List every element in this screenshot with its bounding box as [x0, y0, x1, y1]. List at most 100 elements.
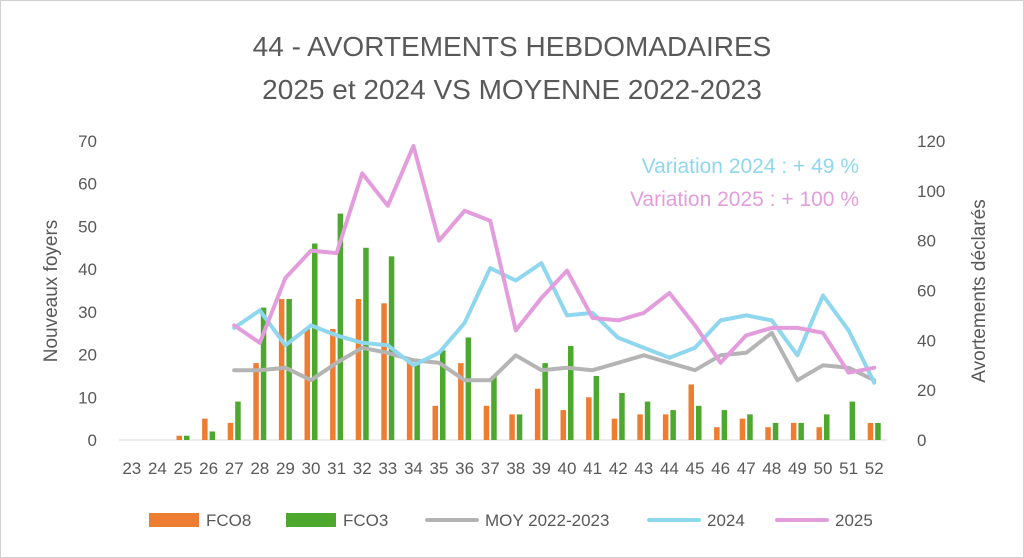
bar-fco3 — [696, 405, 702, 440]
x-tick-label: 37 — [481, 459, 500, 478]
x-tick-label: 32 — [353, 459, 372, 478]
bar-fco8 — [586, 397, 592, 440]
x-tick-label: 41 — [583, 459, 602, 478]
bar-fco3 — [312, 243, 318, 440]
left-tick-label: 40 — [78, 260, 97, 279]
right-tick-label: 120 — [917, 132, 945, 151]
right-tick-label: 100 — [917, 182, 945, 201]
x-tick-label: 27 — [225, 459, 244, 478]
bar-fco3 — [593, 375, 600, 440]
bar-fco3 — [235, 401, 241, 440]
x-tick-label: 40 — [558, 459, 577, 478]
bar-fco8 — [381, 303, 387, 440]
bar-fco8 — [637, 414, 643, 440]
bar-fco8 — [406, 358, 413, 440]
left-tick-label: 20 — [78, 346, 97, 365]
x-tick-label: 45 — [686, 459, 705, 478]
x-tick-label: 43 — [634, 459, 653, 478]
left-tick-label: 10 — [78, 388, 97, 407]
chart-title-line2: 2025 et 2024 VS MOYENNE 2022-2023 — [262, 74, 762, 105]
left-tick-label: 30 — [78, 303, 97, 322]
x-tick-label: 46 — [711, 459, 730, 478]
bar-fco8 — [330, 328, 336, 440]
x-tick-label: 50 — [814, 459, 833, 478]
right-tick-label: 40 — [917, 331, 936, 350]
left-tick-label: 70 — [78, 132, 97, 151]
right-axis-ticks: 0 20 40 60 80 100 120 — [917, 132, 945, 450]
x-tick-label: 29 — [276, 459, 295, 478]
x-tick-label: 44 — [660, 459, 679, 478]
x-tick-label: 48 — [762, 459, 781, 478]
bar-fco3 — [568, 346, 574, 440]
bar-fco3 — [414, 363, 420, 440]
left-tick-label: 50 — [78, 217, 97, 236]
bar-fco3 — [798, 422, 804, 440]
line-series-2024 — [232, 261, 877, 385]
left-axis-ticks: 0 10 20 30 40 50 60 70 — [78, 132, 97, 450]
x-tick-label: 23 — [122, 459, 141, 478]
right-tick-label: 60 — [917, 282, 936, 301]
legend-swatch-fco8 — [149, 513, 199, 527]
bar-fco3 — [772, 422, 779, 440]
bar-fco3 — [670, 410, 676, 440]
x-tick-label: 36 — [455, 459, 474, 478]
x-tick-label: 42 — [609, 459, 628, 478]
bar-fco3 — [542, 363, 548, 440]
x-tick-label: 52 — [865, 459, 884, 478]
bar-fco8 — [816, 427, 822, 440]
bar-fco8 — [253, 363, 259, 440]
x-tick-label: 34 — [404, 459, 423, 478]
bar-fco3 — [824, 414, 830, 440]
bar-fco8 — [176, 435, 182, 440]
x-axis-ticks: 23 24 25 26 27 28 29 30 31 32 33 34 35 36 37 38 39 40 41 42… — [122, 459, 883, 478]
legend-swatch-fco3 — [286, 513, 336, 527]
left-axis-label: Nouveaux foyers — [41, 220, 62, 363]
right-tick-label: 0 — [917, 431, 926, 450]
bar-fco3 — [747, 414, 753, 440]
bar-fco8 — [790, 422, 797, 440]
x-tick-label: 35 — [430, 459, 449, 478]
chart-title-line1: 44 - AVORTEMENTS HEBDOMADAIRES — [253, 31, 772, 62]
line-series-moy-2022-2023 — [232, 330, 877, 383]
bar-fco8 — [432, 405, 438, 440]
bar-fco8 — [534, 388, 541, 440]
legend-label-2024: 2024 — [707, 511, 745, 530]
bar-fco8 — [739, 418, 746, 440]
x-tick-label: 25 — [174, 459, 193, 478]
right-tick-label: 20 — [917, 381, 936, 400]
x-tick-label: 47 — [737, 459, 756, 478]
x-tick-label: 24 — [148, 459, 167, 478]
right-tick-label: 80 — [917, 232, 936, 251]
bar-fco3 — [516, 414, 523, 440]
bar-fco3 — [337, 213, 344, 440]
x-tick-label: 31 — [327, 459, 346, 478]
bar-fco3 — [440, 350, 446, 440]
bar-fco3 — [491, 375, 497, 440]
bar-fco8 — [714, 427, 720, 440]
lines — [232, 144, 877, 385]
x-tick-label: 51 — [839, 459, 858, 478]
bar-fco8 — [509, 414, 515, 440]
legend-label-fco8: FCO8 — [206, 511, 251, 530]
x-tick-label: 28 — [250, 459, 269, 478]
bar-fco8 — [560, 410, 566, 440]
right-axis-label: Avortements déclarés — [969, 199, 990, 382]
annotation-variation-2025: Variation 2025 : + 100 % — [630, 188, 859, 211]
bar-fco8 — [227, 422, 234, 440]
bar-fco3 — [721, 410, 728, 440]
bar-fco8 — [458, 363, 464, 440]
bar-fco8 — [765, 427, 771, 440]
x-tick-label: 49 — [788, 459, 807, 478]
bar-fco8 — [611, 418, 618, 440]
bar-fco3 — [849, 401, 856, 440]
bar-fco8 — [867, 422, 874, 440]
legend: FCO8 FCO3 MOY 2022-2023 2024 2025 — [149, 511, 873, 530]
bar-fco8 — [483, 405, 490, 440]
bar-fco3 — [619, 393, 625, 440]
bar-fco8 — [202, 418, 208, 440]
left-tick-label: 0 — [88, 431, 97, 450]
left-tick-label: 60 — [78, 175, 97, 194]
bar-fco3 — [260, 307, 267, 440]
